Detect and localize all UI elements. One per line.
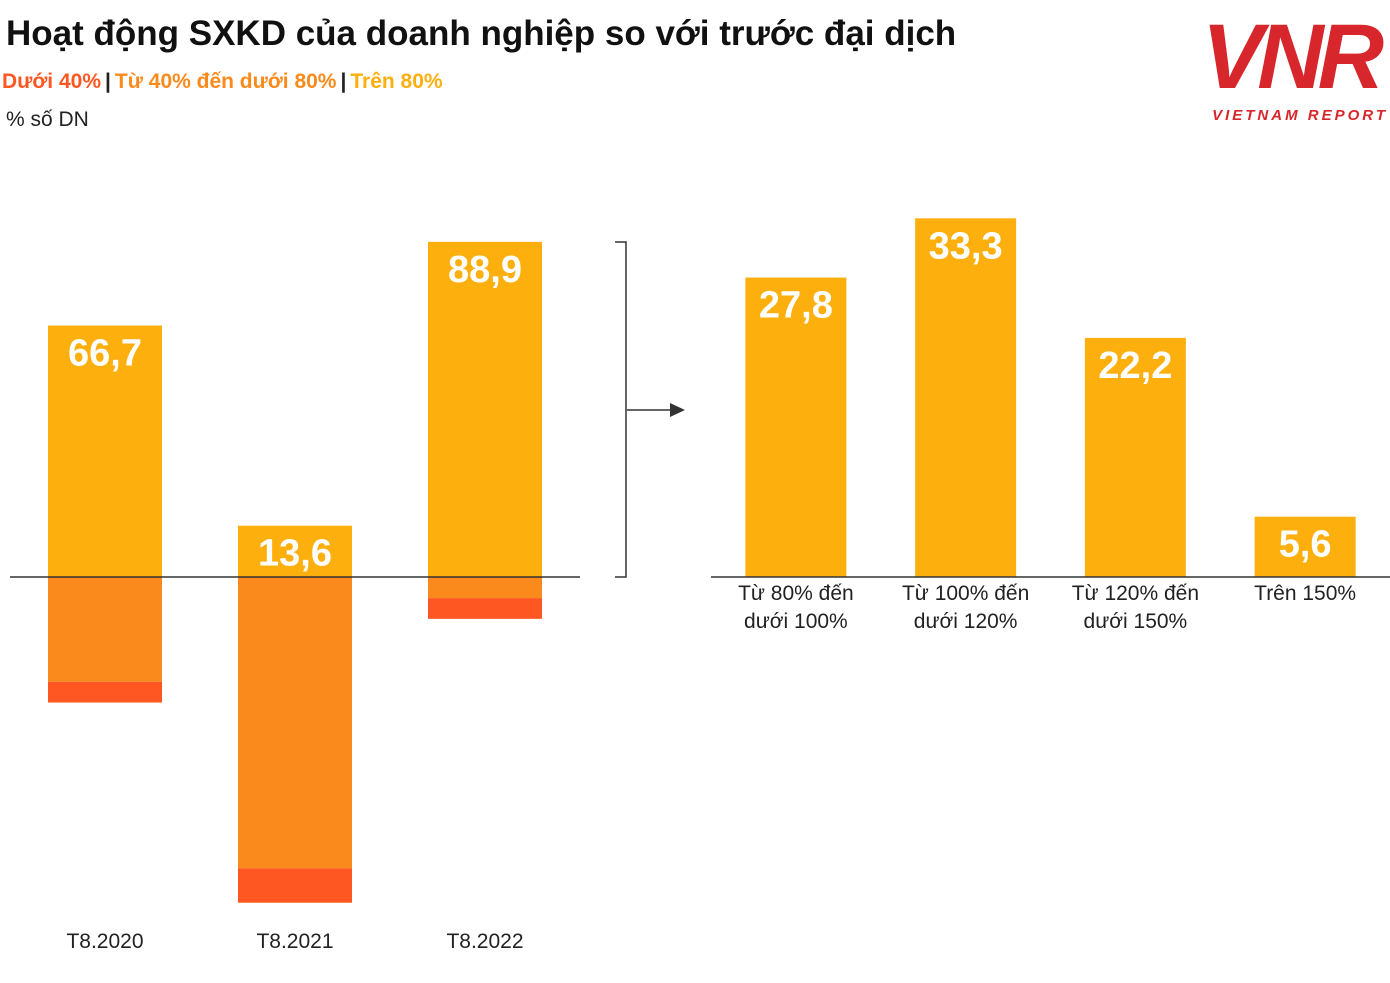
value-label: 5,6 [1279, 524, 1332, 566]
legend-entry: Dưới 40% [2, 70, 102, 93]
x-tick-label: T8.2021 [256, 930, 334, 953]
legend: Dưới 40% | Từ 40% đến dưới 80% | Trên 80% [2, 70, 447, 94]
title: Hoạt động SXKD của doanh nghiệp so với t… [6, 14, 957, 53]
x-tick-label: Từ 100% đến dưới 120% [901, 582, 1030, 633]
bar-segment [428, 577, 542, 599]
value-label: 13,6 [258, 533, 332, 575]
legend-separator: | [340, 70, 347, 93]
bar [1084, 337, 1186, 577]
bar-segment [238, 577, 352, 869]
x-tick-label: T8.2020 [66, 930, 144, 953]
legend-separator: | [105, 70, 111, 93]
value-label: 22,2 [1098, 345, 1172, 387]
value-label: 27,8 [759, 285, 833, 327]
x-tick-label: Từ 80% đến dưới 100% [738, 582, 854, 633]
value-label: 33,3 [929, 225, 1003, 267]
legend-entry: Trên 80% [350, 70, 443, 93]
value-label: 88,9 [448, 249, 522, 291]
bar-segment [48, 577, 162, 682]
x-tick-label: Từ 120% đến dưới 150% [1071, 582, 1200, 633]
bar-segment [48, 681, 162, 703]
x-tick-label: Trên 150% [1254, 582, 1357, 605]
bar [915, 218, 1017, 577]
arrow-head [670, 403, 685, 417]
unit-label: % số DN [6, 108, 89, 131]
bar-segment [428, 241, 542, 578]
bracket [615, 241, 627, 578]
bar-segment [238, 868, 352, 903]
x-tick-label: T8.2022 [446, 930, 524, 953]
value-label: 66,7 [68, 333, 142, 375]
bar-segment [48, 325, 162, 577]
legend-entry: Từ 40% đến dưới 80% [114, 70, 337, 93]
bar-segment [238, 525, 352, 577]
logo-tagline: VIETNAM REPORT [1212, 107, 1388, 124]
bar [745, 277, 847, 577]
logo-mark: VNR [1202, 6, 1384, 108]
bar [1254, 516, 1356, 577]
bar-segment [428, 598, 542, 619]
